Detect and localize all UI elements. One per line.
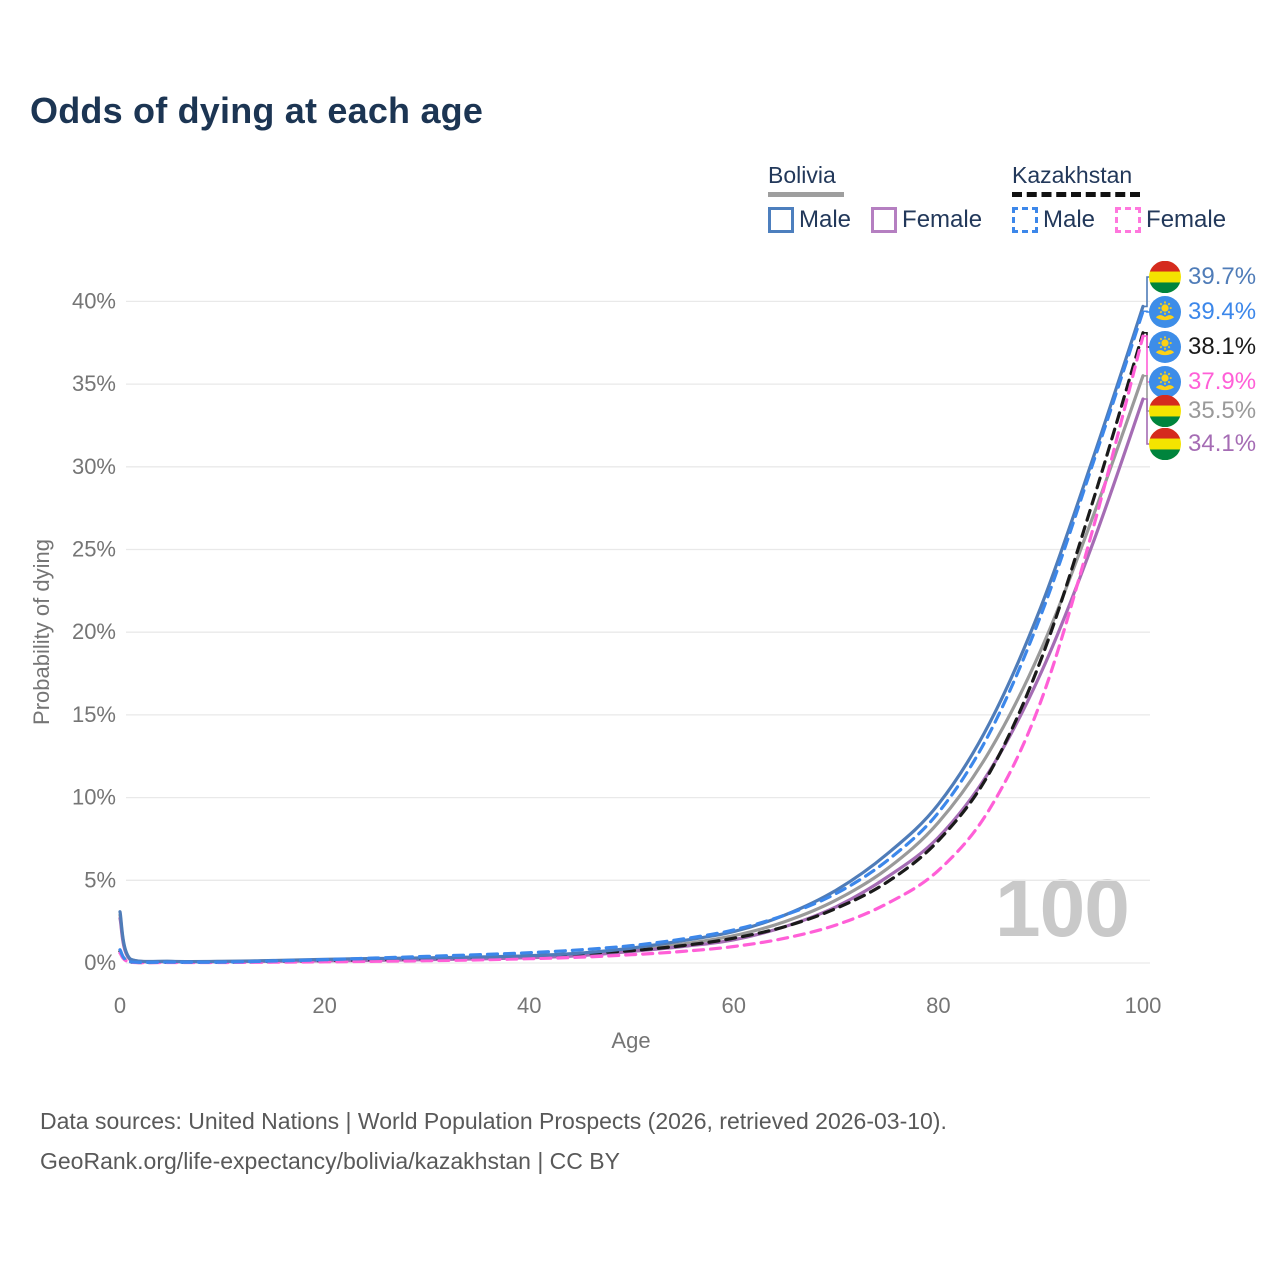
end-label-value: 35.5% bbox=[1188, 397, 1257, 424]
legend: Bolivia Male Female Kazakhstan Male bbox=[0, 162, 1280, 243]
end-label-value: 39.4% bbox=[1188, 298, 1257, 325]
legend-item-kazakhstan-male[interactable]: Male bbox=[1012, 206, 1095, 234]
kazakhstan-flag-icon bbox=[1149, 296, 1181, 328]
line-bolivia-male bbox=[118, 304, 1145, 964]
legend-item-label: Male bbox=[799, 206, 852, 234]
legend-item-kazakhstan-female[interactable]: Female bbox=[1115, 206, 1226, 234]
legend-item-bolivia-female[interactable]: Female bbox=[871, 206, 982, 234]
line-bolivia-female bbox=[118, 397, 1145, 964]
legend-item-label: Female bbox=[902, 206, 983, 234]
x-tick-label: 80 bbox=[926, 993, 950, 1018]
end-label-value: 39.7% bbox=[1188, 263, 1257, 290]
y-tick-label: 40% bbox=[72, 288, 116, 313]
gridlines bbox=[126, 300, 1150, 964]
checkbox-icon[interactable] bbox=[1115, 207, 1142, 234]
bolivia-flag-icon bbox=[1149, 395, 1181, 427]
x-tick-label: 60 bbox=[722, 993, 746, 1018]
bolivia-flag-icon bbox=[1149, 261, 1181, 293]
checkbox-icon[interactable] bbox=[871, 207, 898, 234]
footer-source-line: Data sources: United Nations | World Pop… bbox=[40, 1108, 947, 1134]
y-tick-label: 20% bbox=[72, 619, 116, 644]
y-axis-title: Probability of dying bbox=[29, 539, 54, 725]
series-lines bbox=[118, 304, 1145, 965]
legend-group-bolivia: Bolivia Male Female bbox=[768, 162, 982, 234]
footer-attribution-line: GeoRank.org/life-expectancy/bolivia/kaza… bbox=[40, 1148, 620, 1174]
kazakhstan-flag-icon bbox=[1149, 366, 1181, 398]
end-label-bolivia-both-sexes-: 35.5% bbox=[1149, 395, 1256, 427]
end-label-bolivia-female: 34.1% bbox=[1149, 428, 1256, 460]
legend-underline-dashed bbox=[1012, 192, 1140, 198]
legend-country-label-bolivia: Bolivia bbox=[768, 162, 836, 188]
end-label-kazakhstan-both-sexes-: 38.1% bbox=[1149, 331, 1256, 363]
legend-row-kazakhstan: Male Female bbox=[1012, 206, 1226, 234]
legend-underline-solid bbox=[768, 192, 844, 198]
legend-row-bolivia: Male Female bbox=[768, 206, 982, 234]
end-label-value: 38.1% bbox=[1188, 333, 1257, 360]
age-counter-watermark: 100 bbox=[995, 863, 1130, 954]
bolivia-flag-icon bbox=[1149, 428, 1181, 460]
legend-item-label: Male bbox=[1043, 206, 1096, 234]
end-label-value: 34.1% bbox=[1188, 430, 1257, 457]
y-tick-label: 35% bbox=[72, 371, 116, 396]
x-tick-label: 20 bbox=[312, 993, 336, 1018]
kazakhstan-flag-icon bbox=[1149, 331, 1181, 363]
end-label-value: 37.9% bbox=[1188, 368, 1257, 395]
x-tick-label: 40 bbox=[517, 993, 541, 1018]
end-label-bolivia-male: 39.7% bbox=[1149, 261, 1256, 293]
y-tick-label: 5% bbox=[84, 867, 116, 892]
end-label-kazakhstan-male: 39.4% bbox=[1149, 296, 1256, 328]
x-axis-title: Age bbox=[611, 1028, 651, 1053]
y-tick-label: 15% bbox=[72, 702, 116, 727]
checkbox-icon[interactable] bbox=[768, 207, 794, 234]
line-kazakhstan-female bbox=[118, 334, 1145, 965]
legend-group-kazakhstan: Kazakhstan Male Female bbox=[1012, 162, 1226, 234]
end-label-kazakhstan-female: 37.9% bbox=[1149, 366, 1256, 398]
legend-item-bolivia-male[interactable]: Male bbox=[768, 206, 851, 234]
line-bolivia-both-sexes- bbox=[118, 374, 1145, 964]
x-tick-label: 100 bbox=[1125, 993, 1162, 1018]
line-kazakhstan-both-sexes- bbox=[118, 331, 1145, 965]
y-tick-label: 10% bbox=[72, 785, 116, 810]
legend-country-label-kazakhstan: Kazakhstan bbox=[1012, 162, 1133, 188]
checkbox-icon[interactable] bbox=[1012, 207, 1038, 234]
y-tick-label: 30% bbox=[72, 454, 116, 479]
line-kazakhstan-male bbox=[118, 309, 1145, 965]
y-tick-label: 25% bbox=[72, 537, 116, 562]
x-tick-label: 0 bbox=[114, 993, 126, 1018]
chart-title: Odds of dying at each age bbox=[30, 90, 484, 131]
y-tick-label: 0% bbox=[84, 950, 116, 975]
axis-tick-labels: 0% 5% 10% 15% 20% 25% 30% 35% 40% 0 20 40 60 80 100 bbox=[72, 288, 1161, 1018]
legend-item-label: Female bbox=[1146, 206, 1227, 234]
